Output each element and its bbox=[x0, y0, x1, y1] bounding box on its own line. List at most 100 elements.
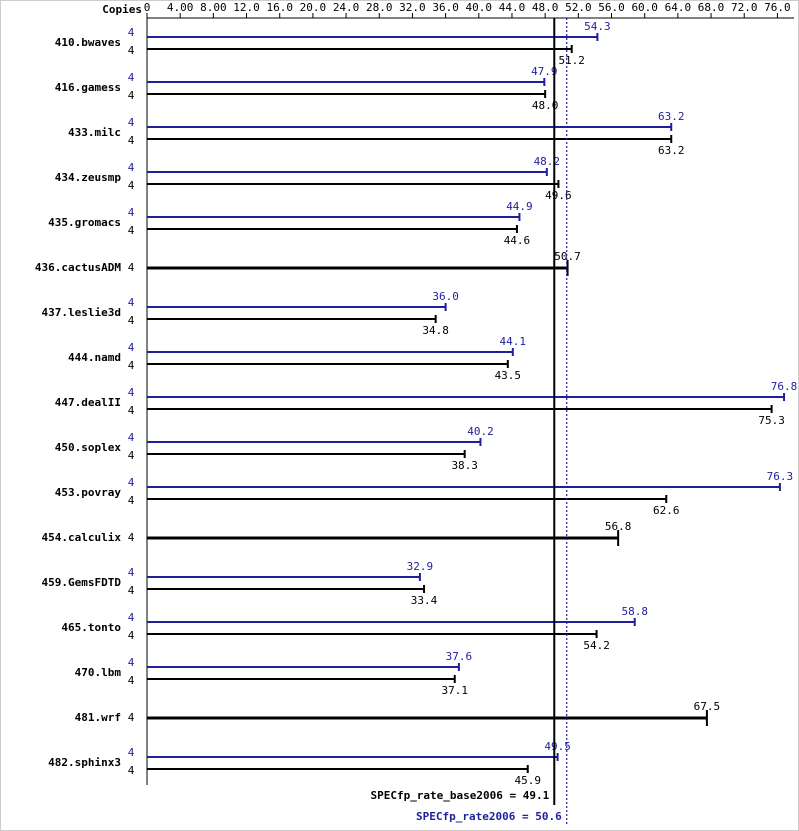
x-tick-label: 28.0 bbox=[366, 1, 393, 14]
category-label: 450.soplex bbox=[55, 441, 122, 454]
value-label: 49.5 bbox=[544, 740, 571, 753]
category-label: 436.cactusADM bbox=[35, 261, 121, 274]
x-tick-label: 8.00 bbox=[200, 1, 227, 14]
value-label: 63.2 bbox=[658, 144, 685, 157]
x-tick-label: 56.0 bbox=[598, 1, 625, 14]
value-label: 50.7 bbox=[554, 250, 581, 263]
value-label: 47.9 bbox=[531, 65, 558, 78]
category-label: 416.gamess bbox=[55, 81, 121, 94]
value-label: 43.5 bbox=[495, 369, 522, 382]
copies-label: 4 bbox=[128, 476, 135, 489]
category-label: 470.lbm bbox=[75, 666, 122, 679]
value-label: 37.6 bbox=[446, 650, 473, 663]
value-label: 32.9 bbox=[407, 560, 434, 573]
value-label: 67.5 bbox=[694, 700, 721, 713]
copies-label: 4 bbox=[128, 531, 135, 544]
x-tick-label: 44.0 bbox=[499, 1, 526, 14]
copies-label: 4 bbox=[128, 89, 135, 102]
copies-label: 4 bbox=[128, 359, 135, 372]
copies-label: 4 bbox=[128, 656, 135, 669]
x-tick-label: 0 bbox=[144, 1, 151, 14]
copies-label: 4 bbox=[128, 674, 135, 687]
value-label: 44.6 bbox=[504, 234, 531, 247]
category-label: 444.namd bbox=[68, 351, 121, 364]
copies-label: 4 bbox=[128, 629, 135, 642]
x-tick-label: 36.0 bbox=[432, 1, 459, 14]
copies-label: 4 bbox=[128, 611, 135, 624]
x-tick-label: 16.0 bbox=[266, 1, 293, 14]
value-label: 56.8 bbox=[605, 520, 632, 533]
value-label: 75.3 bbox=[758, 414, 785, 427]
copies-header: Copies bbox=[102, 3, 142, 16]
x-tick-label: 20.0 bbox=[300, 1, 327, 14]
category-label: 410.bwaves bbox=[55, 36, 121, 49]
value-label: 76.3 bbox=[767, 470, 794, 483]
copies-label: 4 bbox=[128, 431, 135, 444]
value-label: 34.8 bbox=[422, 324, 449, 337]
category-label: 434.zeusmp bbox=[55, 171, 122, 184]
category-label: 459.GemsFDTD bbox=[42, 576, 122, 589]
value-label: 54.2 bbox=[583, 639, 610, 652]
category-label: 447.dealII bbox=[55, 396, 121, 409]
value-label: 49.6 bbox=[545, 189, 572, 202]
value-label: 40.2 bbox=[467, 425, 494, 438]
category-label: 482.sphinx3 bbox=[48, 756, 121, 769]
value-label: 48.2 bbox=[534, 155, 561, 168]
category-label: 481.wrf bbox=[75, 711, 121, 724]
category-label: 437.leslie3d bbox=[42, 306, 121, 319]
value-label: 45.9 bbox=[514, 774, 541, 787]
reference-label: SPECfp_rate_base2006 = 49.1 bbox=[370, 789, 549, 802]
x-tick-label: 4.00 bbox=[167, 1, 194, 14]
x-tick-label: 40.0 bbox=[466, 1, 493, 14]
value-label: 37.1 bbox=[441, 684, 468, 697]
copies-label: 4 bbox=[128, 746, 135, 759]
copies-label: 4 bbox=[128, 71, 135, 84]
value-label: 54.3 bbox=[584, 20, 611, 33]
category-label: 465.tonto bbox=[61, 621, 121, 634]
copies-label: 4 bbox=[128, 341, 135, 354]
value-label: 44.1 bbox=[500, 335, 527, 348]
reference-label: SPECfp_rate2006 = 50.6 bbox=[416, 810, 562, 823]
x-tick-label: 68.0 bbox=[698, 1, 725, 14]
value-label: 48.0 bbox=[532, 99, 559, 112]
copies-label: 4 bbox=[128, 116, 135, 129]
copies-label: 4 bbox=[128, 261, 135, 274]
value-label: 33.4 bbox=[411, 594, 438, 607]
copies-label: 4 bbox=[128, 386, 135, 399]
x-tick-label: 32.0 bbox=[399, 1, 426, 14]
value-label: 44.9 bbox=[506, 200, 533, 213]
copies-label: 4 bbox=[128, 314, 135, 327]
copies-label: 4 bbox=[128, 26, 135, 39]
copies-label: 4 bbox=[128, 161, 135, 174]
copies-label: 4 bbox=[128, 449, 135, 462]
copies-label: 4 bbox=[128, 584, 135, 597]
x-tick-label: 12.0 bbox=[233, 1, 260, 14]
copies-label: 4 bbox=[128, 44, 135, 57]
x-tick-label: 52.0 bbox=[565, 1, 592, 14]
category-label: 435.gromacs bbox=[48, 216, 121, 229]
category-label: 453.povray bbox=[55, 486, 122, 499]
value-label: 62.6 bbox=[653, 504, 680, 517]
x-tick-label: 64.0 bbox=[665, 1, 692, 14]
copies-label: 4 bbox=[128, 711, 135, 724]
copies-label: 4 bbox=[128, 134, 135, 147]
x-tick-label: 24.0 bbox=[333, 1, 360, 14]
value-label: 58.8 bbox=[621, 605, 648, 618]
value-label: 36.0 bbox=[432, 290, 459, 303]
copies-label: 4 bbox=[128, 494, 135, 507]
copies-label: 4 bbox=[128, 404, 135, 417]
x-tick-label: 76.0 bbox=[764, 1, 791, 14]
value-label: 38.3 bbox=[451, 459, 478, 472]
copies-label: 4 bbox=[128, 296, 135, 309]
value-label: 76.8 bbox=[771, 380, 798, 393]
x-tick-label: 48.0 bbox=[532, 1, 559, 14]
copies-label: 4 bbox=[128, 224, 135, 237]
copies-label: 4 bbox=[128, 179, 135, 192]
x-tick-label: 72.0 bbox=[731, 1, 758, 14]
copies-label: 4 bbox=[128, 764, 135, 777]
category-label: 433.milc bbox=[68, 126, 121, 139]
copies-label: 4 bbox=[128, 566, 135, 579]
value-label: 63.2 bbox=[658, 110, 685, 123]
